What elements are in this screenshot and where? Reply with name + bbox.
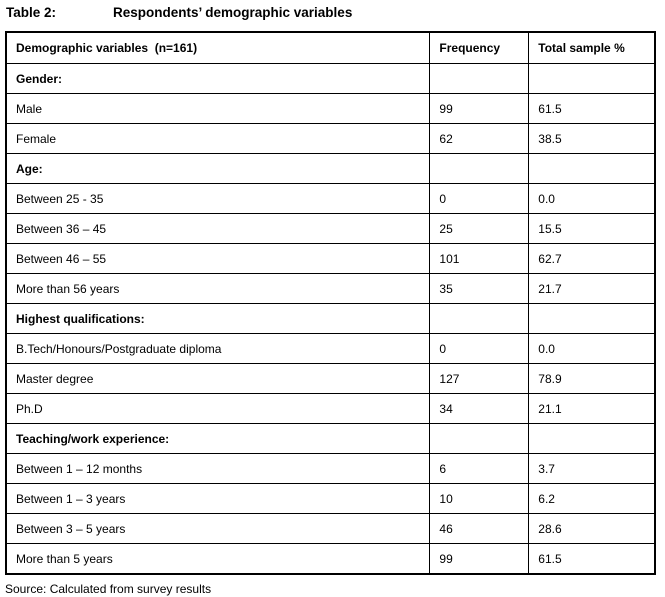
row-frequency: 46 [429,513,530,544]
row-percent: 15.5 [528,213,656,244]
row-percent: 3.7 [528,453,656,484]
header-frequency: Frequency [429,31,530,64]
row-label: Between 36 – 45 [5,213,431,244]
table-row: More than 5 years 99 61.5 [5,543,656,575]
table-caption: Table 2: Respondents’ demographic variab… [0,0,665,21]
row-percent: 38.5 [528,123,656,154]
table-row: Master degree 127 78.9 [5,363,656,394]
demographics-table: Demographic variables (n=161) Frequency … [5,31,656,575]
table-body: Gender: Male 99 61.5 Female 62 38.5 Age: Between… [5,63,656,575]
row-percent [528,423,656,454]
row-frequency: 0 [429,333,530,364]
table-row: More than 56 years 35 21.7 [5,273,656,304]
row-frequency: 34 [429,393,530,424]
row-percent: 78.9 [528,363,656,394]
row-frequency [429,423,530,454]
header-total-sample-percent: Total sample % [528,31,656,64]
table-row: Between 46 – 55 101 62.7 [5,243,656,274]
row-frequency: 25 [429,213,530,244]
section-label: Gender: [5,63,431,94]
row-label: Male [5,93,431,124]
row-frequency: 62 [429,123,530,154]
row-frequency: 99 [429,543,530,575]
row-percent: 6.2 [528,483,656,514]
row-frequency [429,63,530,94]
row-percent: 28.6 [528,513,656,544]
table-row: Between 1 – 12 months 6 3.7 [5,453,656,484]
row-frequency: 127 [429,363,530,394]
row-percent: 0.0 [528,183,656,214]
row-percent [528,63,656,94]
table-row: B.Tech/Honours/Postgraduate diploma 0 0.0 [5,333,656,364]
table-row: Between 3 – 5 years 46 28.6 [5,513,656,544]
table-row: Female 62 38.5 [5,123,656,154]
row-label: Master degree [5,363,431,394]
row-percent: 21.1 [528,393,656,424]
row-label: Female [5,123,431,154]
row-percent: 61.5 [528,93,656,124]
row-frequency [429,153,530,184]
row-label: More than 56 years [5,273,431,304]
section-row: Gender: [5,63,656,94]
row-percent: 61.5 [528,543,656,575]
row-frequency [429,303,530,334]
row-percent [528,303,656,334]
row-frequency: 101 [429,243,530,274]
row-label: More than 5 years [5,543,431,575]
row-frequency: 0 [429,183,530,214]
row-label: Between 1 – 3 years [5,483,431,514]
table-row: Between 25 - 35 0 0.0 [5,183,656,214]
row-label: Between 25 - 35 [5,183,431,214]
section-label: Age: [5,153,431,184]
table-header: Demographic variables (n=161) Frequency … [5,31,656,64]
table-caption-title: Respondents’ demographic variables [113,5,353,20]
row-label: B.Tech/Honours/Postgraduate diploma [5,333,431,364]
row-percent [528,153,656,184]
table-row: Between 1 – 3 years 10 6.2 [5,483,656,514]
row-frequency: 6 [429,453,530,484]
table-caption-number: Table 2: [6,5,57,20]
row-frequency: 10 [429,483,530,514]
row-label: Between 1 – 12 months [5,453,431,484]
source-note: Source: Calculated from survey results [5,582,212,596]
row-label: Ph.D [5,393,431,424]
row-frequency: 99 [429,93,530,124]
row-frequency: 35 [429,273,530,304]
section-label: Teaching/work experience: [5,423,431,454]
section-row: Teaching/work experience: [5,423,656,454]
header-row: Demographic variables (n=161) Frequency … [5,31,656,64]
row-percent: 0.0 [528,333,656,364]
row-percent: 62.7 [528,243,656,274]
header-demographic-variables: Demographic variables (n=161) [5,31,431,64]
table-row: Ph.D 34 21.1 [5,393,656,424]
row-label: Between 46 – 55 [5,243,431,274]
section-label: Highest qualifications: [5,303,431,334]
row-percent: 21.7 [528,273,656,304]
row-label: Between 3 – 5 years [5,513,431,544]
section-row: Age: [5,153,656,184]
table-row: Between 36 – 45 25 15.5 [5,213,656,244]
section-row: Highest qualifications: [5,303,656,334]
table-row: Male 99 61.5 [5,93,656,124]
